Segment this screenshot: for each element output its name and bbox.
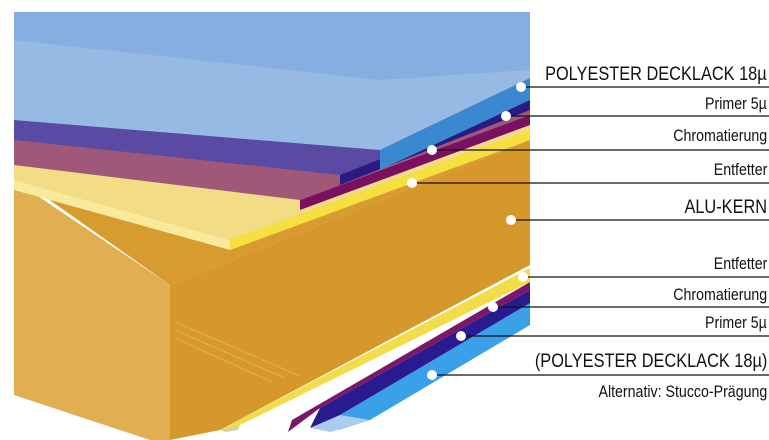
label-polyester-bottom: (POLYESTER DECKLACK 18µ) bbox=[534, 351, 767, 372]
label-primer-top: Primer 5µ bbox=[705, 95, 767, 113]
dot-core bbox=[506, 215, 516, 225]
label-degreaser-bottom: Entfetter bbox=[713, 255, 767, 273]
dot-degreaser-bottom bbox=[518, 272, 528, 282]
label-core: ALU-KERN bbox=[684, 197, 767, 218]
dot-primer-bottom bbox=[456, 331, 466, 341]
top-degreaser-left bbox=[14, 180, 230, 250]
dot-primer-top bbox=[501, 111, 511, 121]
label-polyester-top: POLYESTER DECKLACK 18µ bbox=[545, 64, 767, 85]
label-chromate-bottom: Chromatierung bbox=[673, 286, 767, 304]
core-front-face bbox=[170, 140, 530, 440]
dot-degreaser-top bbox=[407, 178, 417, 188]
bottom-degreaser-layer bbox=[220, 268, 530, 430]
top-polyester-front bbox=[380, 78, 530, 170]
bottom-polyester-layer bbox=[338, 303, 530, 430]
top-degreaser-front bbox=[230, 130, 530, 250]
dot-polyester-top bbox=[516, 82, 526, 92]
dot-chromate-top bbox=[427, 145, 437, 155]
label-primer-bottom: Primer 5µ bbox=[705, 314, 767, 332]
dot-chromate-bottom bbox=[488, 302, 498, 312]
dot-polyester-bottom bbox=[427, 370, 437, 380]
top-polyester-sheen bbox=[14, 40, 530, 150]
bottom-degreaser-edge bbox=[220, 425, 240, 432]
bottom-chromate-layer bbox=[288, 282, 530, 432]
label-degreaser-top: Entfetter bbox=[713, 161, 767, 179]
bottom-primer-layer bbox=[310, 290, 530, 428]
label-chromate-top: Chromatierung bbox=[673, 127, 767, 145]
bottom-polyester-edge bbox=[310, 415, 370, 432]
top-chromate-front bbox=[300, 115, 530, 210]
core-grain bbox=[174, 321, 301, 383]
core-left-face bbox=[14, 180, 170, 440]
label-alternative-stucco: Alternativ: Stucco-Prägung bbox=[598, 383, 767, 401]
